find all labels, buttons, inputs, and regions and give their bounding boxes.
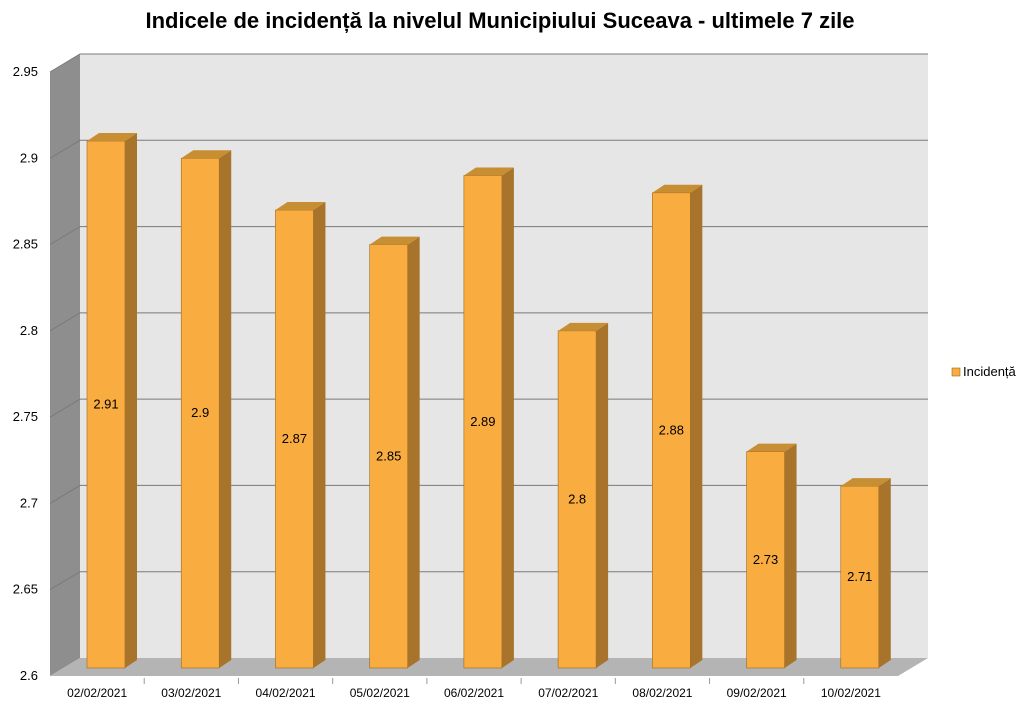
data-label: 2.85 xyxy=(376,448,401,463)
x-tick-label: 03/02/2021 xyxy=(161,686,221,700)
bar-side xyxy=(596,322,609,668)
bar-top xyxy=(369,236,420,245)
y-tick-label: 2.6 xyxy=(20,668,38,683)
bar-top xyxy=(840,478,891,487)
x-tick-label: 08/02/2021 xyxy=(632,686,692,700)
legend-swatch xyxy=(951,367,961,377)
gridline xyxy=(49,226,928,246)
x-tick-label: 04/02/2021 xyxy=(256,686,316,700)
y-tick-label: 2.85 xyxy=(13,237,38,252)
data-label: 2.91 xyxy=(93,397,118,412)
bar-top xyxy=(652,184,703,193)
x-tick-label: 07/02/2021 xyxy=(538,686,598,700)
x-tick-label: 10/02/2021 xyxy=(821,686,881,700)
data-label: 2.88 xyxy=(659,422,684,437)
bar-side xyxy=(878,478,891,668)
data-label: 2.8 xyxy=(568,491,586,506)
data-label: 2.87 xyxy=(282,431,307,446)
gridline xyxy=(49,139,928,159)
bar-top xyxy=(746,443,797,452)
data-label: 2.9 xyxy=(191,405,209,420)
bar-side xyxy=(313,202,326,669)
data-label: 2.73 xyxy=(753,552,778,567)
data-label: 2.89 xyxy=(470,414,495,429)
gridline xyxy=(49,312,928,332)
y-tick-label: 2.95 xyxy=(13,64,38,79)
y-tick-label: 2.65 xyxy=(13,582,38,597)
y-tick-label: 2.7 xyxy=(20,495,38,510)
bar xyxy=(746,451,785,669)
x-tick-label: 06/02/2021 xyxy=(444,686,504,700)
x-tick-label: 09/02/2021 xyxy=(727,686,787,700)
gridline xyxy=(49,571,928,591)
y-tick-label: 2.9 xyxy=(20,150,38,165)
chart-title: Indicele de incidență la nivelul Municip… xyxy=(145,8,855,33)
bar-top xyxy=(558,322,609,331)
bar-side xyxy=(501,167,514,669)
y-tick-label: 2.8 xyxy=(20,323,38,338)
bar-side xyxy=(784,443,797,668)
side-wall xyxy=(50,54,80,676)
legend-label: Incidență xyxy=(963,364,1017,379)
bar xyxy=(557,330,597,669)
data-label: 2.71 xyxy=(847,569,872,584)
bar-top xyxy=(87,133,137,142)
bar xyxy=(463,175,503,669)
bar-side xyxy=(407,236,420,669)
gridline xyxy=(49,398,928,418)
bar xyxy=(86,140,126,669)
bar-side xyxy=(219,150,232,669)
bar-side xyxy=(125,133,137,668)
bar-top xyxy=(463,167,514,176)
bar-side xyxy=(690,184,703,669)
bar-top xyxy=(181,150,232,159)
bar xyxy=(275,209,314,669)
bar xyxy=(180,157,220,669)
x-tick-label: 02/02/2021 xyxy=(67,686,127,700)
y-tick-label: 2.75 xyxy=(13,409,38,424)
gridline xyxy=(49,53,928,73)
x-tick-label: 05/02/2021 xyxy=(350,686,410,700)
gridline xyxy=(49,484,928,504)
bar-top xyxy=(275,202,326,211)
bar xyxy=(369,244,408,669)
